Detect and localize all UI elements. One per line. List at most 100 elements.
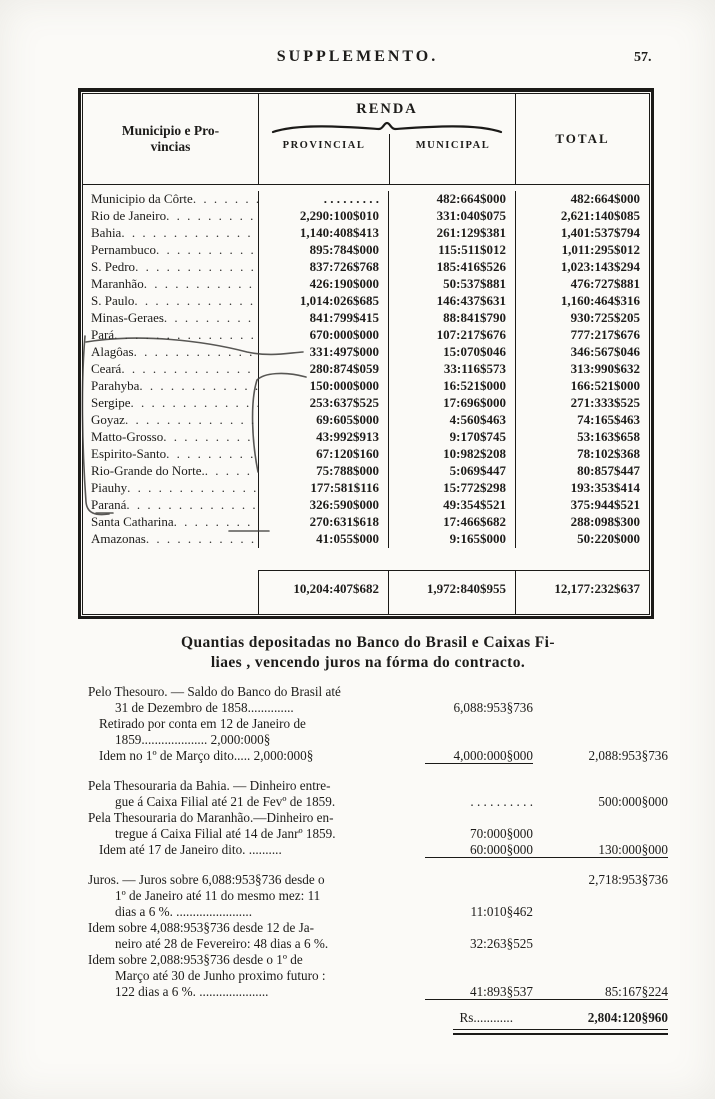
- row-provincial: 331:497$000: [259, 344, 389, 361]
- statement-text: 31 de Dezembro de 1858..............: [115, 700, 294, 715]
- statement-line: Pelo Thesouro. — Saldo do Banco do Brasi…: [88, 684, 668, 700]
- row-total: 193:353$414: [570, 480, 640, 495]
- row-name: Ceará: [91, 361, 122, 376]
- statement-text: Pela Thesouraria do Maranhão.—Dinheiro e…: [88, 810, 334, 825]
- row-total: 53:163$658: [577, 429, 640, 444]
- row-provincial: . . . . . . . . .: [259, 191, 389, 208]
- row-name: Goyaz: [91, 412, 125, 427]
- statement-amount-mid: 32:263§525: [469, 936, 533, 951]
- statement-text: Idem sobre 4,088:953§736 desde 12 de Ja-: [88, 920, 314, 935]
- statement-amount-mid: . . . . . . . . . .: [470, 794, 533, 809]
- row-name: Maranhão: [91, 276, 144, 291]
- statement-amount-right: [533, 826, 668, 842]
- statement-text: tregue á Caixa Filial até 14 de Janrº 18…: [115, 826, 336, 841]
- statement-amount-right: 2,088:953§736: [588, 748, 669, 763]
- statement-amount-right: [533, 904, 668, 920]
- statement-line: tregue á Caixa Filial até 14 de Janrº 18…: [88, 826, 668, 842]
- statement-amount-right: 85:167§224: [533, 984, 668, 1000]
- table-totals-row: 10,204:407$682 1,972:840$955 12,177:232$…: [83, 570, 649, 614]
- table-row: Sergipe 253:637$525 17:696$000 271:333$5…: [83, 395, 649, 412]
- row-total: 482:664$000: [570, 191, 640, 206]
- revenue-table: Municipio e Pro- vincias RENDA PROVINCIA…: [78, 88, 654, 619]
- row-name-cell: Amazonas: [83, 531, 259, 548]
- statement-line: Idem sobre 4,088:953§736 desde 12 de Ja-: [88, 920, 668, 936]
- statement-line: 1859.................... 2,000:000§: [88, 732, 668, 748]
- brace-icon: [271, 121, 503, 134]
- row-total: 78:102$368: [577, 446, 640, 461]
- row-provincial: 326:590$000: [259, 497, 389, 514]
- row-provincial: 270:631$618: [259, 514, 389, 531]
- row-name: Santa Catharina: [91, 514, 174, 529]
- row-municipal: 17:466$682: [389, 514, 516, 531]
- leader-dots: [156, 242, 258, 259]
- leader-dots: [127, 480, 258, 497]
- row-name: Espirito-Santo: [91, 446, 167, 461]
- row-name: Paraná: [91, 497, 127, 512]
- statement-line: Pela Thesouraria da Bahia. — Dinheiro en…: [88, 778, 668, 794]
- row-name-cell: Maranhão: [83, 276, 259, 293]
- table-row: Pará 670:000$000 107:217$676 777:217$676: [83, 327, 649, 344]
- row-name: S. Paulo: [91, 293, 135, 308]
- row-name: Matto-Grosso: [91, 429, 164, 444]
- row-name-cell: Rio-Grande do Norte.: [83, 463, 259, 480]
- table-body: Municipio da Côrte . . . . . . . . . 482…: [83, 185, 649, 548]
- statement-amount-right: [533, 778, 668, 794]
- header-subcolumns: PROVINCIAL MUNICIPAL: [259, 134, 515, 184]
- statement-amount-mid: [425, 888, 533, 904]
- row-name: Sergipe: [91, 395, 131, 410]
- leader-dots: [125, 412, 258, 429]
- grand-total-rule: [453, 1029, 668, 1035]
- row-name: Rio-Grande do Norte.: [91, 463, 205, 478]
- table-row: Minas-Geraes 841:799$415 88:841$790 930:…: [83, 310, 649, 327]
- table-row: Pernambuco 895:784$000 115:511$012 1,011…: [83, 242, 649, 259]
- table-row: Alagôas 331:497$000 15:070$046 346:567$0…: [83, 344, 649, 361]
- leader-dots: [121, 361, 258, 378]
- row-provincial: 895:784$000: [259, 242, 389, 259]
- row-municipal: 185:416$526: [389, 259, 516, 276]
- table-row: Piauhy 177:581$116 15:772$298 193:353$41…: [83, 480, 649, 497]
- table-row: Amazonas 41:055$000 9:165$000 50:220$000: [83, 531, 649, 548]
- header-municipal: MUNICIPAL: [389, 134, 516, 184]
- statement-text: Juros. — Juros sobre 6,088:953§736 desde…: [88, 872, 325, 887]
- row-name-cell: Pernambuco: [83, 242, 259, 259]
- leader-dots: [205, 463, 258, 480]
- row-municipal: 50:537$881: [389, 276, 516, 293]
- row-provincial: 177:581$116: [259, 480, 389, 497]
- leader-dots: [139, 378, 258, 395]
- statement-amount-right: [533, 968, 668, 984]
- header-provincial: PROVINCIAL: [282, 140, 366, 151]
- row-provincial: 1,014:026$685: [259, 293, 389, 310]
- deposits-statement: Pelo Thesouro. — Saldo do Banco do Brasi…: [88, 684, 668, 1035]
- row-name: Piauhy: [91, 480, 128, 495]
- row-provincial: 69:605$000: [259, 412, 389, 429]
- row-name-cell: Pará: [83, 327, 259, 344]
- row-provincial: 1,140:408$413: [259, 225, 389, 242]
- row-total: 50:220$000: [577, 531, 640, 546]
- row-provincial: 67:120$160: [259, 446, 389, 463]
- row-municipal: 261:129$381: [389, 225, 516, 242]
- table-row: Paraná 326:590$000 49:354$521 375:944$52…: [83, 497, 649, 514]
- row-name-cell: Parahyba: [83, 378, 259, 395]
- statement-amount-right: [533, 920, 668, 936]
- statement-text: Retirado por conta em 12 de Janeiro de: [99, 716, 306, 731]
- statement-amount-right: [533, 888, 668, 904]
- row-provincial: 670:000$000: [259, 327, 389, 344]
- statement-amount-right: [533, 810, 668, 826]
- statement-text: neiro até 28 de Fevereiro: 48 dias a 6 %…: [115, 936, 329, 951]
- statement-amount-right: 130:000§000: [533, 842, 668, 858]
- row-name-cell: Matto-Grosso: [83, 429, 259, 446]
- statement-text: 122 dias a 6 %. .....................: [115, 984, 269, 999]
- statement-amount-mid: 60:000§000: [425, 842, 533, 858]
- statement-text: Idem até 17 de Janeiro dito. ..........: [99, 842, 282, 857]
- rs-total-line: Rs............ 2,804:120§960: [88, 1010, 669, 1026]
- row-municipal: 9:170$745: [389, 429, 516, 446]
- row-provincial: 837:726$768: [259, 259, 389, 276]
- row-total: 1,011:295$012: [561, 242, 640, 257]
- statement-line: Idem sobre 2,088:953§736 desde o 1º de: [88, 952, 668, 968]
- leader-dots: [126, 497, 258, 514]
- totals-empty-cell: [83, 570, 259, 614]
- row-total: 930:725$205: [570, 310, 640, 325]
- row-name: Bahia: [91, 225, 122, 240]
- page-number: 57.: [634, 50, 652, 65]
